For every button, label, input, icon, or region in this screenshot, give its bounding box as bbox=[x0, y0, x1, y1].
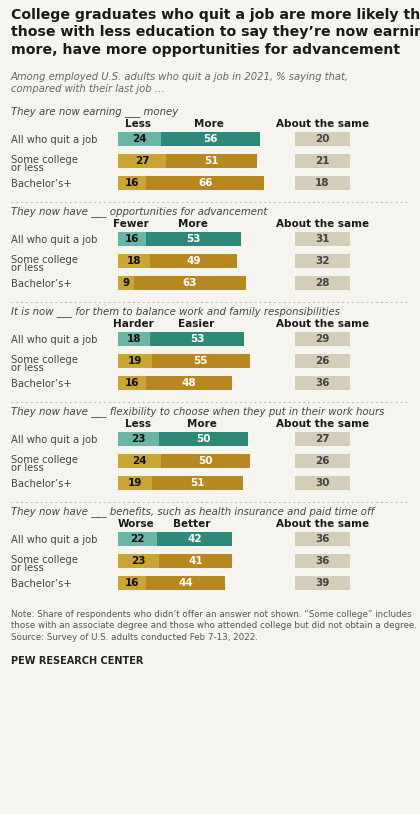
Text: 31: 31 bbox=[315, 234, 330, 244]
Text: All who quit a job: All who quit a job bbox=[11, 435, 97, 445]
Text: 44: 44 bbox=[178, 578, 193, 588]
Text: 30: 30 bbox=[315, 478, 330, 488]
Text: All who quit a job: All who quit a job bbox=[11, 335, 97, 345]
Text: 50: 50 bbox=[198, 456, 213, 466]
Text: Harder: Harder bbox=[113, 319, 154, 329]
Text: 49: 49 bbox=[186, 256, 201, 266]
Text: 51: 51 bbox=[190, 478, 205, 488]
Text: Bachelor’s+: Bachelor’s+ bbox=[11, 579, 72, 589]
Text: 48: 48 bbox=[182, 378, 197, 388]
Text: Bachelor’s+: Bachelor’s+ bbox=[11, 379, 72, 389]
Text: Among employed U.S. adults who quit a job in 2021, % saying that,
compared with : Among employed U.S. adults who quit a jo… bbox=[11, 72, 349, 94]
Text: 16: 16 bbox=[125, 178, 139, 188]
Text: 63: 63 bbox=[183, 278, 197, 288]
Text: About the same: About the same bbox=[276, 319, 369, 329]
Text: 27: 27 bbox=[135, 156, 150, 166]
Text: 36: 36 bbox=[315, 378, 330, 388]
Text: 26: 26 bbox=[315, 356, 330, 366]
Text: About the same: About the same bbox=[276, 419, 369, 429]
Text: 19: 19 bbox=[128, 356, 142, 366]
Text: 16: 16 bbox=[125, 378, 139, 388]
Text: 18: 18 bbox=[127, 334, 141, 344]
Text: 56: 56 bbox=[203, 134, 218, 144]
Text: More: More bbox=[187, 419, 217, 429]
Text: 42: 42 bbox=[187, 534, 202, 544]
Text: About the same: About the same bbox=[276, 119, 369, 129]
Text: 53: 53 bbox=[190, 334, 205, 344]
Text: Some college: Some college bbox=[11, 555, 78, 565]
Text: 21: 21 bbox=[315, 156, 330, 166]
Text: 53: 53 bbox=[186, 234, 201, 244]
Text: Some college: Some college bbox=[11, 255, 78, 265]
Text: 27: 27 bbox=[315, 434, 330, 444]
Text: About the same: About the same bbox=[276, 219, 369, 229]
Text: 26: 26 bbox=[315, 456, 330, 466]
Text: 20: 20 bbox=[315, 134, 330, 144]
Text: Easier: Easier bbox=[178, 319, 214, 329]
Text: Less: Less bbox=[125, 119, 151, 129]
Text: or less: or less bbox=[11, 463, 44, 473]
Text: 36: 36 bbox=[315, 534, 330, 544]
Text: or less: or less bbox=[11, 263, 44, 273]
Text: All who quit a job: All who quit a job bbox=[11, 135, 97, 145]
Text: Bachelor’s+: Bachelor’s+ bbox=[11, 179, 72, 189]
Text: Less: Less bbox=[125, 419, 151, 429]
Text: Fewer: Fewer bbox=[113, 219, 149, 229]
Text: or less: or less bbox=[11, 163, 44, 173]
Text: More: More bbox=[194, 119, 224, 129]
Text: 55: 55 bbox=[194, 356, 208, 366]
Text: Some college: Some college bbox=[11, 355, 78, 365]
Text: 16: 16 bbox=[125, 578, 139, 588]
Text: 19: 19 bbox=[128, 478, 142, 488]
Text: 22: 22 bbox=[130, 534, 145, 544]
Text: About the same: About the same bbox=[276, 519, 369, 529]
Text: Some college: Some college bbox=[11, 155, 78, 165]
Text: All who quit a job: All who quit a job bbox=[11, 235, 97, 245]
Text: or less: or less bbox=[11, 563, 44, 573]
Text: 24: 24 bbox=[132, 456, 147, 466]
Text: 32: 32 bbox=[315, 256, 330, 266]
Text: All who quit a job: All who quit a job bbox=[11, 535, 97, 545]
Text: They are now earning ___ money: They are now earning ___ money bbox=[11, 106, 178, 117]
Text: 66: 66 bbox=[198, 178, 213, 188]
Text: They now have ___ opportunities for advancement: They now have ___ opportunities for adva… bbox=[11, 206, 268, 217]
Text: College graduates who quit a job are more likely than
those with less education : College graduates who quit a job are mor… bbox=[11, 8, 420, 57]
Text: Worse: Worse bbox=[118, 519, 155, 529]
Text: Bachelor’s+: Bachelor’s+ bbox=[11, 479, 72, 489]
Text: 9: 9 bbox=[123, 278, 130, 288]
Text: 29: 29 bbox=[315, 334, 330, 344]
Text: More: More bbox=[178, 219, 207, 229]
Text: 50: 50 bbox=[196, 434, 211, 444]
Text: 28: 28 bbox=[315, 278, 330, 288]
Text: Bachelor’s+: Bachelor’s+ bbox=[11, 279, 72, 289]
Text: Better: Better bbox=[173, 519, 210, 529]
Text: 18: 18 bbox=[315, 178, 330, 188]
Text: 24: 24 bbox=[132, 134, 147, 144]
Text: 41: 41 bbox=[188, 556, 203, 566]
Text: 16: 16 bbox=[125, 234, 139, 244]
Text: 51: 51 bbox=[204, 156, 219, 166]
Text: They now have ___ flexibility to choose when they put in their work hours: They now have ___ flexibility to choose … bbox=[11, 406, 384, 417]
Text: 23: 23 bbox=[131, 556, 146, 566]
Text: They now have ___ benefits, such as health insurance and paid time off: They now have ___ benefits, such as heal… bbox=[11, 506, 374, 517]
Text: PEW RESEARCH CENTER: PEW RESEARCH CENTER bbox=[11, 656, 143, 666]
Text: It is now ___ for them to balance work and family responsibilities: It is now ___ for them to balance work a… bbox=[11, 306, 340, 317]
Text: Some college: Some college bbox=[11, 455, 78, 465]
Text: 23: 23 bbox=[131, 434, 146, 444]
Text: or less: or less bbox=[11, 363, 44, 373]
Text: 18: 18 bbox=[127, 256, 141, 266]
Text: Note: Share of respondents who didn’t offer an answer not shown. “Some college” : Note: Share of respondents who didn’t of… bbox=[11, 610, 417, 642]
Text: 39: 39 bbox=[315, 578, 330, 588]
Text: 36: 36 bbox=[315, 556, 330, 566]
